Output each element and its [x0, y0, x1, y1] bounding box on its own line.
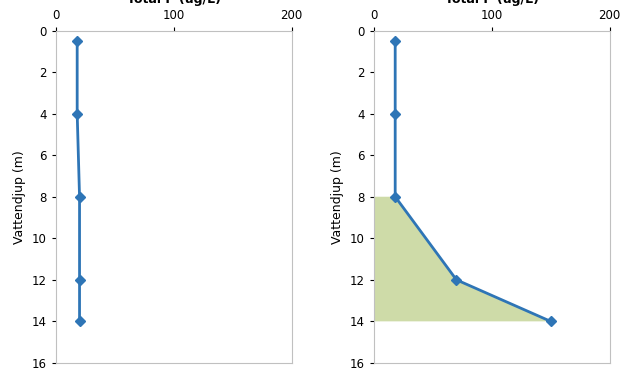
- Y-axis label: Vattendjup (m): Vattendjup (m): [332, 150, 345, 244]
- Y-axis label: Vattendjup (m): Vattendjup (m): [14, 150, 26, 244]
- X-axis label: Total P (ug/L): Total P (ug/L): [445, 0, 539, 6]
- X-axis label: Total P (ug/L): Total P (ug/L): [127, 0, 221, 6]
- Polygon shape: [374, 197, 550, 321]
